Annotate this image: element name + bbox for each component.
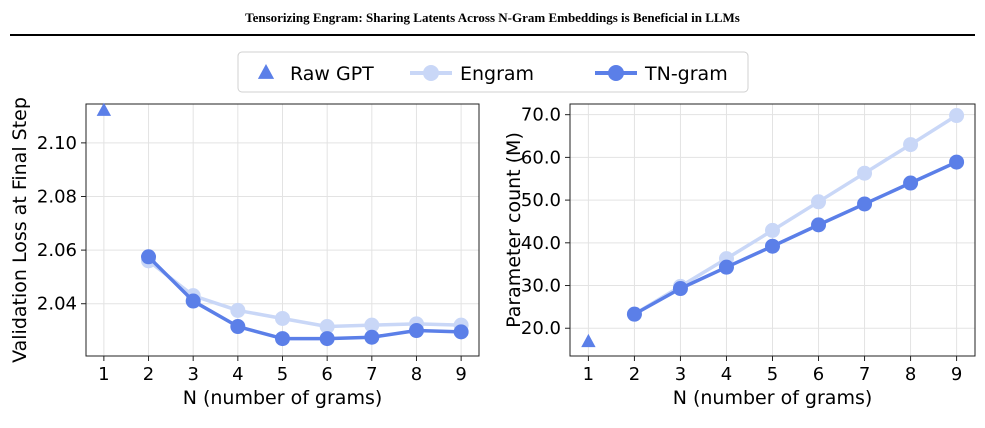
point-tn-gram bbox=[857, 196, 873, 212]
y-tick-label: 40.0 bbox=[521, 233, 561, 254]
y-tick-label: 70.0 bbox=[521, 105, 561, 126]
x-tick-label: 2 bbox=[143, 364, 154, 385]
point-tn-gram bbox=[626, 306, 642, 322]
x-tick-label: 1 bbox=[98, 364, 109, 385]
x-tick-label: 4 bbox=[232, 364, 243, 385]
point-engram bbox=[903, 137, 919, 153]
x-tick-label: 5 bbox=[277, 364, 288, 385]
point-tn-gram bbox=[275, 331, 290, 347]
page-title: Tensorizing Engram: Sharing Latents Acro… bbox=[245, 10, 740, 25]
legend-label-raw-gpt: Raw GPT bbox=[290, 63, 374, 85]
y-tick-label: 30.0 bbox=[521, 276, 561, 297]
figure: Raw GPT Engram TN-gram 1 2 3 4 5 6 7 8 9 2.04 2.06 2.… bbox=[9, 51, 976, 409]
x-axis-label: N (number of grams) bbox=[183, 387, 383, 409]
y-axis-label: Parameter count (M) bbox=[503, 132, 525, 328]
point-engram bbox=[230, 302, 246, 318]
legend-marker-engram bbox=[423, 65, 439, 81]
point-tn-gram bbox=[718, 259, 734, 275]
y-tick-label: 2.06 bbox=[37, 240, 77, 261]
y-tick-label: 2.04 bbox=[37, 294, 77, 315]
legend-marker-raw-gpt bbox=[257, 64, 275, 79]
y-tick-label: 2.08 bbox=[37, 186, 77, 207]
series-line-tn-gram bbox=[633, 160, 958, 316]
legend-marker-tn-gram bbox=[608, 65, 624, 81]
point-engram bbox=[364, 317, 380, 333]
x-tick-label: 6 bbox=[813, 364, 824, 385]
x-tick-label: 6 bbox=[321, 364, 332, 385]
y-tick-label: 2.10 bbox=[37, 133, 77, 154]
point-engram bbox=[765, 222, 780, 238]
legend-label-engram: Engram bbox=[460, 63, 534, 85]
x-tick-label: 9 bbox=[951, 364, 962, 385]
point-engram bbox=[857, 165, 873, 181]
legend: Raw GPT Engram TN-gram bbox=[237, 51, 749, 93]
x-tick-label: 4 bbox=[721, 364, 732, 385]
x-tick-label: 2 bbox=[629, 364, 640, 385]
x-axis-label: N (number of grams) bbox=[673, 387, 873, 409]
x-tick-label: 3 bbox=[675, 364, 686, 385]
legend-label-tn-gram: TN-gram bbox=[644, 63, 728, 85]
x-tick-label: 8 bbox=[411, 364, 422, 385]
x-tick-label: 7 bbox=[366, 364, 377, 385]
x-tick-label: 3 bbox=[187, 364, 198, 385]
series-line-engram bbox=[633, 114, 958, 316]
point-raw-gpt bbox=[96, 102, 112, 116]
point-raw-gpt bbox=[581, 333, 596, 348]
point-tn-gram bbox=[949, 154, 965, 170]
y-tick-label: 50.0 bbox=[521, 190, 561, 211]
parameter-count-chart: 1 2 3 4 5 6 7 8 9 20.0 30.0 40.0 50.0 60.0 70.0 N (numb… bbox=[503, 103, 976, 409]
y-tick-label: 20.0 bbox=[521, 318, 561, 339]
validation-loss-chart: 1 2 3 4 5 6 7 8 9 2.04 2.06 2.08 2.10 N (number of gr… bbox=[9, 97, 480, 409]
x-tick-label: 8 bbox=[905, 364, 916, 385]
point-engram bbox=[275, 310, 290, 326]
series-line-tn-gram bbox=[147, 255, 462, 341]
point-tn-gram bbox=[364, 329, 380, 345]
point-tn-gram bbox=[185, 293, 201, 309]
point-tn-gram bbox=[141, 249, 157, 265]
legend-frame bbox=[237, 51, 749, 93]
y-tick-label: 60.0 bbox=[521, 147, 561, 168]
point-tn-gram bbox=[765, 238, 780, 254]
point-tn-gram bbox=[230, 319, 246, 335]
page-header: Tensorizing Engram: Sharing Latents Acro… bbox=[0, 0, 985, 40]
point-tn-gram bbox=[453, 324, 469, 340]
x-tick-label: 5 bbox=[767, 364, 778, 385]
point-tn-gram bbox=[672, 281, 688, 297]
x-tick-label: 9 bbox=[455, 364, 466, 385]
y-axis-label: Validation Loss at Final Step bbox=[9, 97, 31, 363]
point-tn-gram bbox=[408, 323, 424, 339]
x-tick-label: 7 bbox=[859, 364, 870, 385]
point-tn-gram bbox=[903, 175, 919, 191]
point-engram bbox=[811, 194, 827, 210]
x-tick-label: 1 bbox=[583, 364, 594, 385]
point-tn-gram bbox=[319, 331, 335, 347]
header-rule bbox=[10, 34, 975, 36]
point-engram bbox=[949, 108, 965, 124]
point-tn-gram bbox=[811, 217, 827, 233]
point-engram bbox=[319, 319, 335, 335]
